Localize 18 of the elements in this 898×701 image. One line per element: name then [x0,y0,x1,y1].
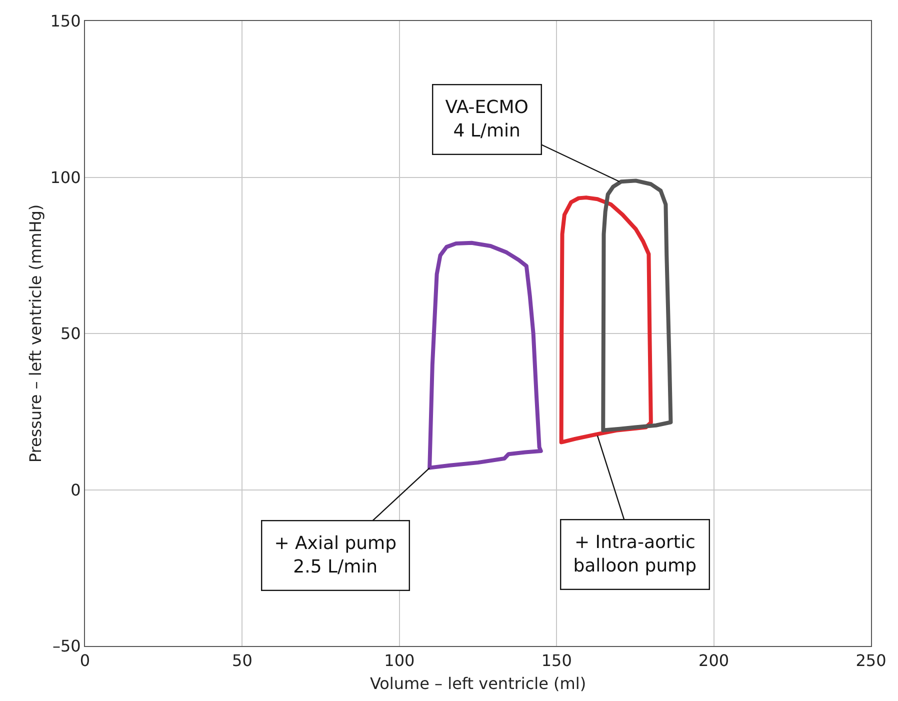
line-series [428,240,543,470]
x-tick-label: 150 [541,651,572,670]
y-tick-label: 0 [70,480,81,500]
x-tick-label: 200 [698,651,730,670]
y-tick-label: 150 [50,12,81,31]
line-series [601,178,673,432]
annotation: VA-ECMO 4 L/min [445,97,528,142]
y-tick-label: –50 [52,636,81,656]
x-tick-label: 50 [232,651,252,670]
y-tick-label: 100 [50,168,81,187]
annotation: + Intra-aortic balloon pump [573,532,697,577]
y-axis-title: Pressure – left ventricle (mmHg) [26,204,46,463]
y-tick-label: 50 [60,324,81,344]
x-axis-title: Volume – left ventricle (ml) [370,674,586,693]
x-tick-label: 100 [384,651,415,670]
line-series [559,196,653,444]
annotation: + Axial pump 2.5 L/min [274,533,397,578]
x-tick-label: 250 [856,651,886,670]
